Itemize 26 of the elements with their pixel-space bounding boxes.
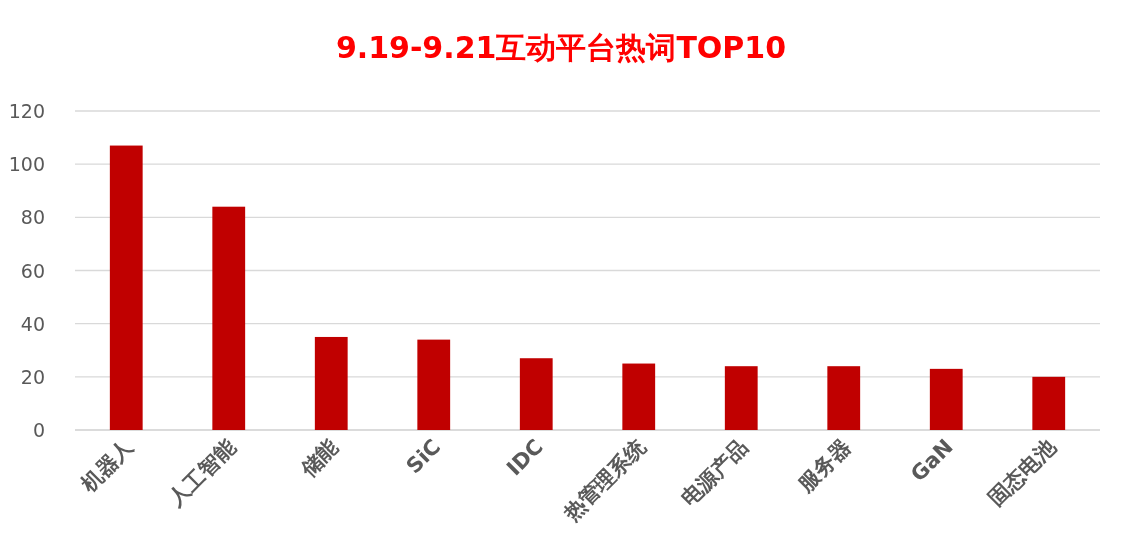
x-tick-label: 电源产品 — [676, 434, 753, 511]
bar — [417, 339, 451, 430]
x-tick-label: SiC — [401, 434, 446, 479]
x-tick-label: 人工智能 — [163, 434, 241, 512]
bar — [519, 358, 553, 430]
bar — [929, 368, 963, 430]
y-tick-label: 120 — [8, 100, 45, 122]
y-tick-label: 100 — [8, 153, 45, 176]
x-tick-label: 机器人 — [75, 433, 139, 497]
chart-title: 9.19-9.21互动平台热词TOP10 — [335, 30, 787, 65]
bar — [314, 336, 348, 430]
y-tick-label: 0 — [32, 419, 45, 441]
x-tick-label: 固态电池 — [983, 433, 1061, 511]
y-tick-label: 40 — [20, 312, 45, 335]
y-tick-label: 20 — [20, 365, 45, 388]
x-tick-label: 服务器 — [793, 434, 856, 497]
y-tick-label: 60 — [20, 259, 45, 282]
x-tick-label: 储能 — [295, 434, 343, 482]
bar — [622, 363, 656, 430]
y-tick-label: 80 — [20, 206, 45, 229]
bar — [109, 145, 143, 430]
bar — [212, 206, 246, 430]
bar — [1032, 376, 1066, 430]
bar — [724, 366, 758, 430]
x-tick-label: 热管理系统 — [558, 433, 651, 527]
bar — [827, 366, 861, 430]
